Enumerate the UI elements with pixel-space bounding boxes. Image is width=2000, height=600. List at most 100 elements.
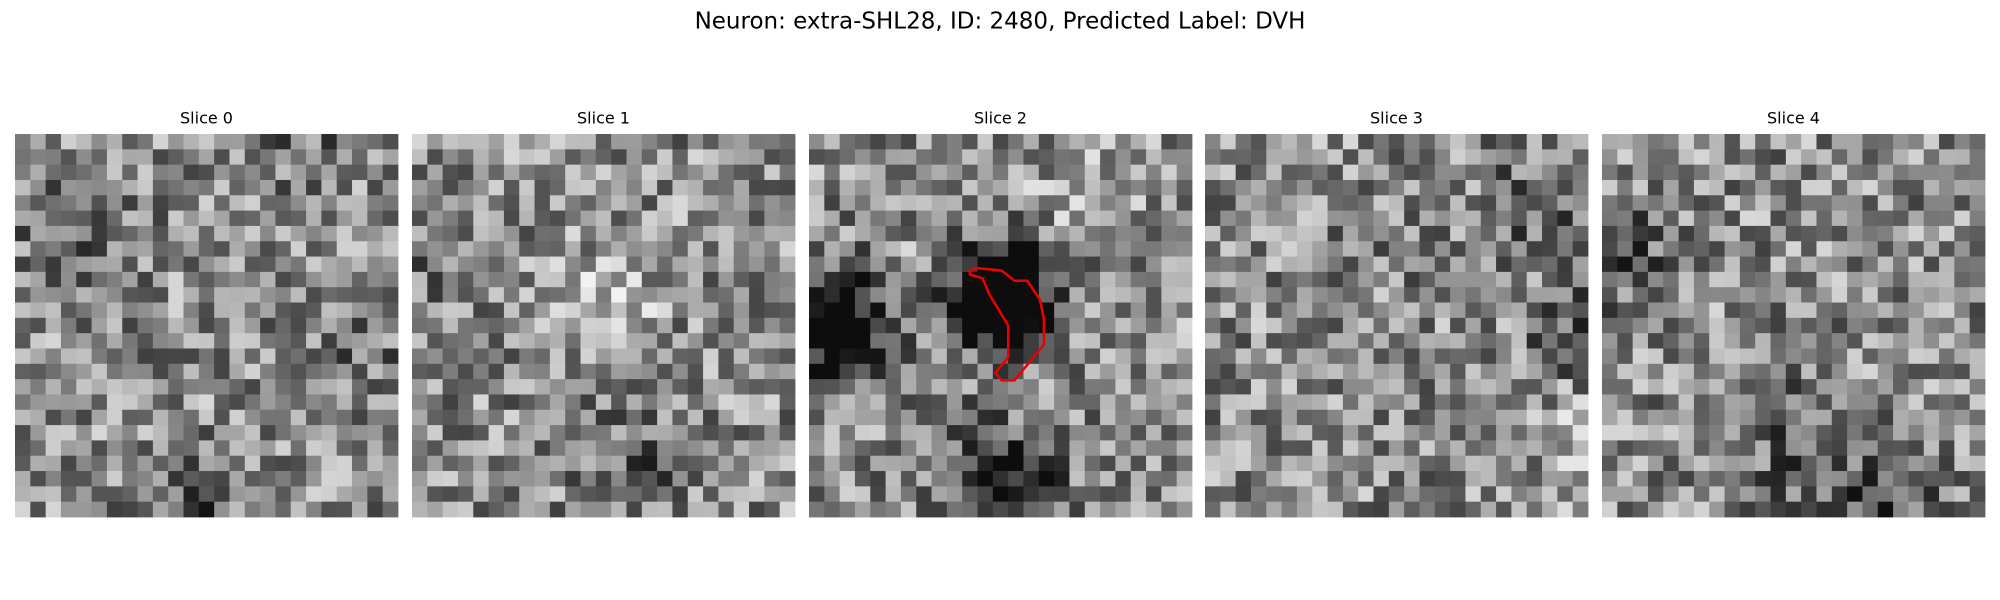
pixel <box>412 271 428 288</box>
pixel <box>1647 409 1664 426</box>
pixel <box>336 394 353 411</box>
pixel <box>749 149 765 166</box>
pixel <box>290 486 307 503</box>
pixel <box>1146 501 1162 518</box>
pixel <box>503 287 520 303</box>
pixel <box>1954 333 1971 349</box>
pixel <box>106 241 123 257</box>
pixel <box>76 210 92 227</box>
pixel <box>977 241 994 257</box>
pixel <box>1526 425 1543 441</box>
pixel <box>367 210 384 227</box>
pixel <box>1038 210 1055 227</box>
pixel <box>854 409 871 426</box>
pixel <box>626 440 643 457</box>
pixel <box>1663 394 1679 411</box>
pixel <box>1542 225 1558 242</box>
pixel <box>1923 440 1940 457</box>
pixel <box>718 302 735 319</box>
pixel <box>626 225 643 242</box>
pixel <box>1617 149 1634 166</box>
pixel <box>565 179 581 196</box>
pixel <box>1847 486 1863 503</box>
pixel <box>809 363 825 380</box>
pixel <box>1954 471 1971 487</box>
pixel <box>137 271 154 288</box>
pixel <box>1038 271 1055 288</box>
pixel <box>565 471 581 487</box>
pixel <box>595 225 612 242</box>
pixel <box>1008 302 1024 319</box>
pixel <box>1008 256 1024 273</box>
pixel <box>764 256 781 273</box>
pixel <box>657 471 673 487</box>
pixel <box>1724 302 1741 319</box>
pixel <box>1647 471 1664 487</box>
pixel <box>30 149 47 166</box>
pixel <box>916 455 932 472</box>
pixel <box>1115 195 1132 211</box>
pixel <box>352 348 368 365</box>
pixel <box>352 409 368 426</box>
pixel <box>306 363 322 380</box>
pixel <box>275 317 292 334</box>
pixel <box>824 287 841 303</box>
pixel <box>367 149 384 166</box>
pixel <box>1023 425 1040 441</box>
pixel <box>1755 256 1771 273</box>
pixel <box>1709 195 1725 211</box>
pixel <box>1023 317 1040 334</box>
pixel <box>854 425 871 441</box>
pixel <box>1663 409 1679 426</box>
pixel <box>900 440 917 457</box>
pixel <box>1235 241 1252 257</box>
pixel <box>718 164 735 181</box>
pixel <box>1266 271 1282 288</box>
pixel <box>611 333 627 349</box>
pixel <box>1572 225 1589 242</box>
roi-contour <box>968 266 1046 382</box>
pixel <box>916 379 932 395</box>
pixel <box>809 134 825 150</box>
pixel <box>183 317 200 334</box>
pixel <box>488 225 505 242</box>
pixel <box>992 425 1009 441</box>
pixel <box>946 409 963 426</box>
pixel <box>1678 455 1695 472</box>
pixel <box>122 455 138 472</box>
pixel <box>1526 195 1543 211</box>
pixel <box>214 302 230 319</box>
pixel <box>457 501 474 518</box>
pixel <box>519 348 535 365</box>
pixel <box>1693 379 1710 395</box>
pixel <box>824 256 841 273</box>
pixel <box>1342 501 1359 518</box>
pixel <box>427 440 444 457</box>
pixel <box>1877 471 1894 487</box>
pixel <box>1663 333 1679 349</box>
pixel <box>1877 149 1894 166</box>
pixel <box>1557 455 1574 472</box>
pixel <box>1785 241 1802 257</box>
pixel <box>1632 225 1649 242</box>
pixel <box>382 134 399 150</box>
pixel <box>749 317 765 334</box>
pixel <box>1526 287 1543 303</box>
pixel <box>1847 195 1863 211</box>
pixel <box>1770 440 1787 457</box>
pixel <box>1831 302 1848 319</box>
pixel <box>60 440 77 457</box>
pixel <box>1388 210 1405 227</box>
pixel <box>1342 333 1359 349</box>
pixel <box>1617 379 1634 395</box>
pixel <box>1146 287 1162 303</box>
pixel <box>1327 379 1344 395</box>
pixel <box>503 256 520 273</box>
slice-image <box>1205 134 1589 518</box>
pixel <box>1358 210 1374 227</box>
pixel <box>916 210 932 227</box>
pixel <box>1100 302 1116 319</box>
pixel <box>1496 333 1512 349</box>
pixel <box>1816 379 1833 395</box>
pixel <box>1130 210 1147 227</box>
